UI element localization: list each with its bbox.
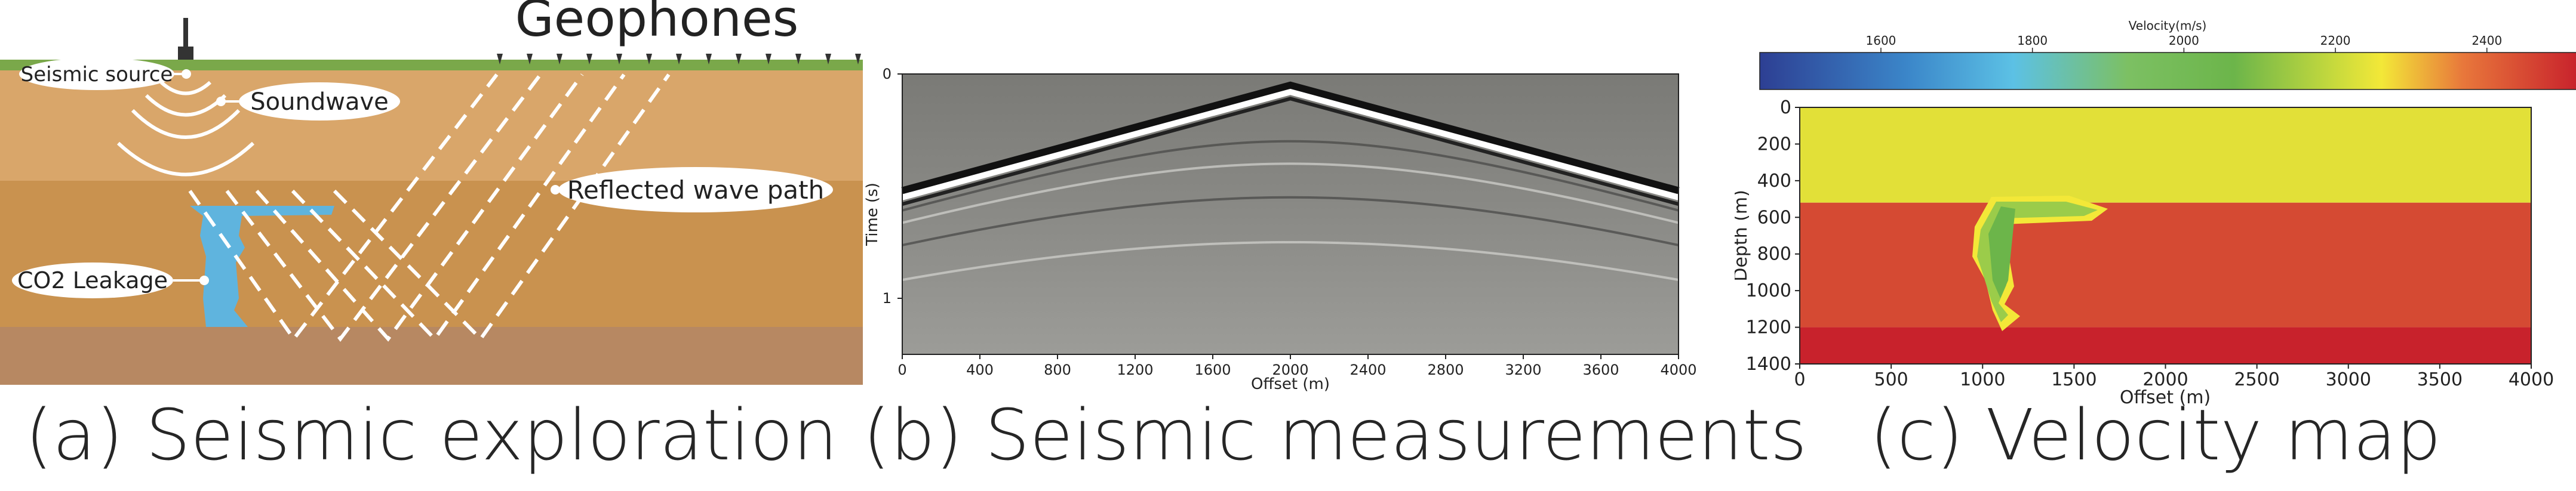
- x-tick-label: 0: [1794, 369, 1805, 390]
- seismic-source-icon: [178, 18, 193, 60]
- seismic-exploration-diagram: Geophones Seismic source Soundwave Refle…: [0, 0, 863, 385]
- velocity-anomaly: [1972, 196, 2108, 331]
- y-tick-label: 400: [1757, 171, 1791, 192]
- x-tick-label: 2800: [1427, 362, 1464, 378]
- colorbar-ticks: 1600 1800 2000 2200 2400: [1866, 33, 2502, 53]
- panel-velocity-map: Velocity(m/s) 1600 1800 2000 2200 2400 0 500 1…: [1730, 0, 2576, 491]
- x-tick-label: 4000: [1660, 362, 1696, 378]
- caption-c: (c) Velocity map: [1869, 394, 2442, 476]
- x-axis-label: Offset (m): [2120, 387, 2211, 406]
- colorbar-tick-label: 1800: [2017, 33, 2048, 48]
- colorbar-tick-label: 1600: [1866, 33, 1896, 48]
- direct-arrival-dark: [901, 81, 1680, 194]
- x-tick-label: 3200: [1505, 362, 1541, 378]
- reflection-event: [902, 196, 1679, 246]
- seismic-source-label: Seismic source: [21, 63, 173, 87]
- y-tick-label: 1200: [1746, 317, 1791, 338]
- x-tick-label: 2000: [2142, 369, 2188, 390]
- grass-surface: [0, 60, 863, 70]
- reflected-wave-paths: [188, 73, 671, 342]
- y-tick-label: 0: [1780, 97, 1791, 118]
- colorbar: [1759, 52, 2576, 90]
- y-axis-ticks: 0 200 400 600 800 1000 1200 1400: [1746, 97, 1800, 375]
- y-tick-label: 800: [1757, 244, 1791, 265]
- y-axis-label: Time (s): [863, 183, 881, 246]
- panel-seismic-measurements: 0 400 800 1200 1600 2000 2400 2800 3200 3600 4000 …: [863, 0, 1807, 491]
- reflected-wave-path-callout: [558, 167, 833, 212]
- velocity-map-chart: Velocity(m/s) 1600 1800 2000 2200 2400 0 500 1…: [1730, 18, 2576, 408]
- x-tick-label: 2500: [2234, 369, 2279, 390]
- y-tick-label: 600: [1757, 207, 1791, 228]
- seismic-events: [901, 81, 1680, 282]
- x-axis-ticks: 0 400 800 1200 1600 2000 2400 2800 3200 3600 4000: [897, 354, 1697, 378]
- y-tick-label: 1000: [1746, 280, 1791, 301]
- subsurface-layer-3: [0, 327, 863, 385]
- soundwave-arcs: [116, 81, 255, 177]
- x-tick-label: 3000: [2326, 369, 2371, 390]
- geophone-array: [497, 54, 861, 64]
- x-tick-label: 2000: [1272, 362, 1308, 378]
- reflected-wave-path-label: Reflected wave path: [567, 175, 824, 205]
- reflection-event: [902, 140, 1679, 212]
- colorbar-label: Velocity(m/s): [2129, 18, 2207, 33]
- co2-leakage-callout: [12, 263, 173, 298]
- x-tick-label: 2400: [1350, 362, 1386, 378]
- x-tick-label: 0: [897, 362, 906, 378]
- x-tick-label: 4000: [2509, 369, 2554, 390]
- soundwave-label: Soundwave: [250, 88, 388, 116]
- colorbar-tick-label: 2400: [2472, 33, 2502, 48]
- velocity-layer: [1800, 327, 2531, 364]
- reflection-event: [902, 240, 1679, 282]
- x-tick-label: 500: [1874, 369, 1908, 390]
- seismic-plot-area: [902, 74, 1679, 354]
- x-tick-label: 400: [966, 362, 994, 378]
- x-axis-ticks: 0 500 1000 1500 2000 2500 3000 3500 4000: [1794, 364, 2554, 390]
- x-tick-label: 3600: [1582, 362, 1619, 378]
- x-axis-label: Offset (m): [1251, 375, 1330, 393]
- colorbar-tick-label: 2000: [2169, 33, 2199, 48]
- x-tick-label: 1200: [1117, 362, 1153, 378]
- velocity-layer: [1800, 107, 2531, 203]
- co2-leakage-label: CO2 Leakage: [17, 267, 168, 294]
- y-axis-label: Depth (m): [1735, 190, 1751, 282]
- direct-arrival-trail: [902, 97, 1679, 206]
- x-tick-label: 1000: [1960, 369, 2005, 390]
- y-tick-label: 1400: [1746, 354, 1791, 375]
- caption-b: (b) Seismic measurements: [863, 394, 1807, 476]
- seismic-source-callout: [19, 58, 174, 90]
- velocity-layers: [1800, 107, 2531, 364]
- reflection-event: [902, 162, 1679, 224]
- x-tick-label: 1500: [2051, 369, 2097, 390]
- geophones-label: Geophones: [515, 0, 799, 48]
- direct-arrival-light: [901, 88, 1680, 200]
- colorbar-tick-label: 2200: [2320, 33, 2351, 48]
- soundwave-callout: [239, 82, 400, 121]
- x-tick-label: 800: [1044, 362, 1071, 378]
- x-tick-label: 3500: [2417, 369, 2463, 390]
- y-tick-label: 0: [883, 66, 892, 82]
- velocity-layer: [1800, 202, 2531, 328]
- x-tick-label: 1600: [1194, 362, 1231, 378]
- y-axis-ticks: 01: [883, 66, 902, 307]
- panel-seismic-exploration: Geophones Seismic source Soundwave Refle…: [0, 0, 872, 491]
- seismic-measurements-chart: 0 400 800 1200 1600 2000 2400 2800 3200 3600 4000 …: [863, 66, 1697, 393]
- y-tick-label: 200: [1757, 134, 1791, 155]
- y-tick-label: 1: [883, 290, 892, 307]
- co2-plume: [190, 206, 334, 327]
- caption-a: (a) Seismic exploration: [25, 394, 838, 476]
